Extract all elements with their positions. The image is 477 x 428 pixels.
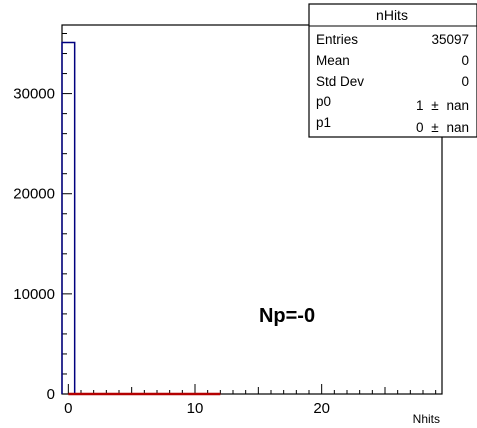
stats-p1-value: 0 ± nan: [416, 120, 469, 135]
stats-p0-label: p0: [316, 94, 331, 109]
stats-stddev-label: Std Dev: [316, 74, 364, 89]
stats-p0-value: 1 ± nan: [416, 98, 469, 113]
stats-entries-label: Entries: [316, 32, 358, 47]
annotation-label: Np=-0: [259, 305, 315, 327]
x-tick-label: 10: [187, 400, 204, 417]
stats-p1-plusminus: ±: [431, 120, 438, 135]
y-tick-label: 20000: [13, 186, 55, 203]
stats-entries-value: 35097: [431, 32, 469, 47]
stats-box: nHits Entries 35097 Mean 0 Std Dev 0 p0 …: [308, 3, 477, 138]
stats-p0-plusminus: ±: [431, 98, 438, 113]
stats-p1-label: p1: [316, 115, 331, 130]
stats-p0-estimate: 1: [416, 98, 424, 113]
x-tick-label: 0: [64, 400, 72, 417]
stats-p1-estimate: 0: [416, 120, 424, 135]
histogram-marks: [61, 41, 221, 396]
y-tick-label: 10000: [13, 286, 55, 303]
stats-mean-value: 0: [461, 53, 469, 68]
stats-p1-error: nan: [446, 120, 469, 135]
stats-p0-error: nan: [446, 98, 469, 113]
histogram-bin: [61, 41, 76, 394]
stats-title: nHits: [376, 7, 408, 23]
stats-mean-label: Mean: [316, 53, 350, 68]
stats-stddev-value: 0: [461, 74, 469, 89]
y-tick-label: 0: [47, 386, 55, 403]
x-axis-title: Nhits: [413, 412, 440, 426]
x-tick-label: 20: [313, 400, 330, 417]
y-tick-label: 30000: [13, 86, 55, 103]
